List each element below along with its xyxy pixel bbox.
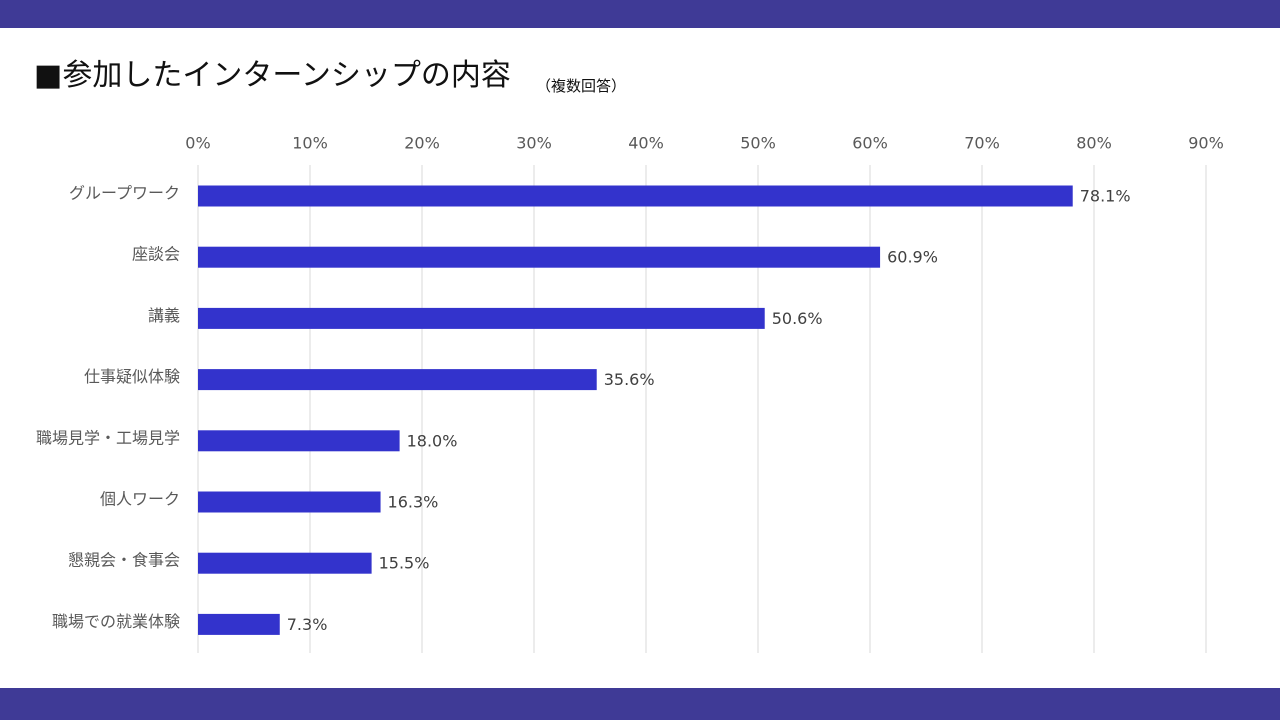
- category-label: 職場見学・工場見学: [36, 428, 180, 447]
- x-tick-label: 40%: [628, 134, 664, 153]
- data-label: 16.3%: [388, 493, 439, 512]
- category-label: 職場での就業体験: [52, 612, 180, 631]
- data-label: 18.0%: [407, 431, 458, 450]
- bar: [198, 369, 597, 391]
- bar: [198, 246, 881, 268]
- x-tick-label: 60%: [852, 134, 888, 153]
- title-block: ■参加したインターンシップの内容 （複数回答）: [34, 50, 626, 95]
- bar: [198, 185, 1073, 207]
- bar: [198, 491, 381, 513]
- bar: [198, 430, 400, 452]
- category-label: 懇親会・食事会: [68, 551, 180, 570]
- category-label: グループワーク: [69, 184, 180, 203]
- category-label: 座談会: [132, 245, 180, 264]
- chart-subtitle: （複数回答）: [535, 77, 626, 95]
- data-label: 78.1%: [1080, 187, 1131, 206]
- chart-title: ■参加したインターンシップの内容: [34, 58, 511, 93]
- top-frame-bar: [0, 0, 1280, 28]
- x-tick-label: 70%: [964, 134, 1000, 153]
- bar: [198, 552, 372, 574]
- data-label: 15.5%: [379, 554, 430, 573]
- data-label: 50.6%: [772, 309, 823, 328]
- bar: [198, 613, 280, 635]
- data-label: 60.9%: [887, 248, 938, 267]
- category-label: 講義: [148, 306, 180, 325]
- data-label: 35.6%: [604, 370, 655, 389]
- bottom-frame-bar: [0, 688, 1280, 720]
- x-tick-label: 50%: [740, 134, 776, 153]
- bar: [198, 307, 765, 329]
- x-tick-label: 0%: [185, 134, 210, 153]
- category-label: 個人ワーク: [100, 490, 180, 509]
- x-tick-label: 30%: [516, 134, 552, 153]
- x-tick-label: 10%: [292, 134, 328, 153]
- x-tick-label: 20%: [404, 134, 440, 153]
- x-tick-label: 80%: [1076, 134, 1112, 153]
- x-tick-label: 90%: [1188, 134, 1224, 153]
- category-label: 仕事疑似体験: [84, 367, 180, 386]
- data-label: 7.3%: [287, 615, 328, 634]
